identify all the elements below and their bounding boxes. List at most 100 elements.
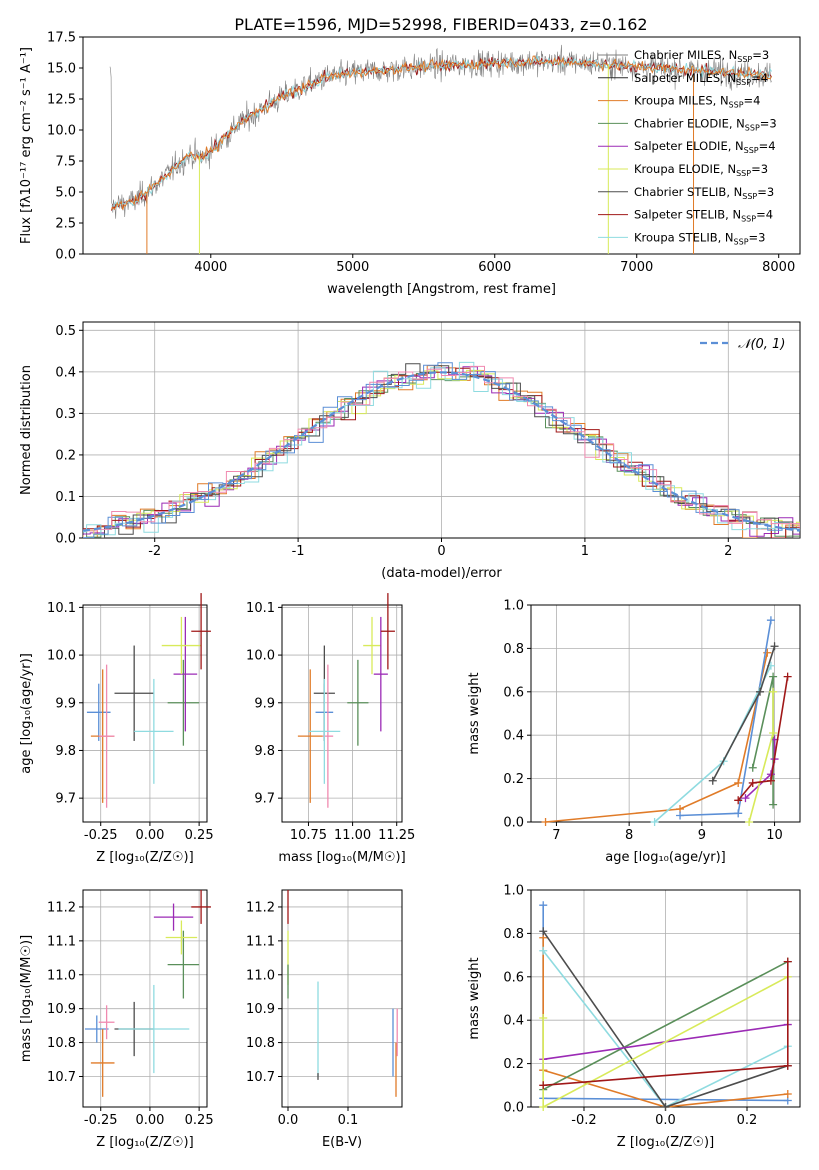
x-axis-label: age [log₁₀(age/yr)] (605, 850, 726, 865)
histogram-step-line (83, 365, 800, 532)
panel-mass_vs_Z: -0.25 0.00 0.25 10.7 10.8 10.9 11.0 11.1 11.2 Z [… (19, 889, 214, 1150)
histogram-step-line (83, 362, 800, 538)
legend-label-text: Chabrier STELIB, N (634, 185, 742, 199)
legend-label-subscript: SSP (734, 237, 749, 246)
errorbar-point (308, 678, 341, 784)
x-tick-label: 0.25 (185, 1113, 214, 1128)
errorbar-point (380, 593, 395, 670)
x-axis-label: (data-model)/error (381, 566, 502, 581)
x-tick-label: 0.00 (135, 828, 164, 843)
weight-marker (708, 776, 717, 785)
figure-title: PLATE=1596, MJD=52998, FIBERID=0433, z=0… (234, 15, 647, 34)
errorbar-point (173, 616, 198, 732)
panel-weight_vs_Z: -0.2 0.0 0.2 0.0 0.2 0.4 0.6 0.8 1.0 Z [log₁₀(Z/Z… (467, 884, 801, 1150)
x-tick-label: -0.25 (84, 828, 118, 843)
y-axis-label: Flux [fλ10⁻¹⁷ erg cm⁻² s⁻¹ A⁻¹] (19, 47, 34, 244)
errorbar-point (118, 984, 190, 1074)
y-tick-label: 15.0 (47, 62, 76, 77)
y-tick-label: 2.5 (55, 217, 76, 232)
x-tick-label: 0.00 (135, 1113, 164, 1128)
y-tick-label: 11.1 (47, 934, 76, 949)
weight-marker (783, 957, 792, 966)
x-tick-label: 10 (766, 828, 783, 843)
panel-spectrum: 4000 5000 6000 7000 8000 0.0 2.5 5.0 7.5 10.0 12.5… (19, 31, 801, 297)
y-tick-label: 11.1 (246, 934, 275, 949)
y-tick-label: 11.2 (246, 900, 275, 915)
x-tick-label: 7000 (620, 260, 653, 275)
weight-marker (541, 818, 550, 826)
axes-frame (82, 889, 208, 1108)
y-tick-label: 5.0 (55, 186, 76, 201)
x-tick-label: -0.25 (84, 1113, 118, 1128)
errorbar-point (98, 664, 115, 808)
weight-line (545, 652, 769, 823)
y-tick-label: 10.0 (246, 649, 275, 664)
panel-weight_vs_age: 7 8 9 10 0.0 0.2 0.4 0.6 0.8 1.0 age [log₁₀(age/yr… (467, 599, 801, 865)
x-axis-label: wavelength [Angstrom, rest frame] (327, 282, 556, 297)
axes-frame (82, 36, 801, 255)
x-tick-label: 0 (437, 544, 445, 559)
x-tick-label: -1 (292, 544, 305, 559)
legend-label: Kroupa ELODIE, NSSP=3 (634, 162, 768, 178)
x-tick-label: -0.2 (571, 1113, 596, 1128)
x-tick-label: 6000 (478, 260, 511, 275)
legend-label-count: =4 (756, 208, 773, 222)
errorbar-point (98, 1005, 115, 1040)
y-tick-label: 0.8 (503, 642, 524, 657)
weight-marker (539, 1081, 548, 1090)
legend-label-count: =4 (759, 139, 776, 153)
weight-line (542, 960, 789, 1091)
x-axis-label: Z [log₁₀(Z/Z☉)] (96, 850, 193, 865)
y-axis-label: mass weight (467, 957, 482, 1039)
x-tick-label: 7 (552, 828, 560, 843)
axes-frame (281, 604, 403, 823)
y-tick-label: 0.0 (503, 1101, 524, 1116)
legend-label: Chabrier MILES, NSSP=3 (634, 48, 769, 64)
legend-label-text: Salpeter ELODIE, N (634, 139, 744, 153)
y-tick-label: 9.7 (254, 792, 275, 807)
x-tick-label: 0.1 (338, 1113, 359, 1128)
x-axis-label: Z [log₁₀(Z/Z☉)] (96, 1135, 193, 1150)
y-tick-label: 0.0 (55, 532, 76, 547)
legend-label: Chabrier ELODIE, NSSP=3 (634, 116, 777, 132)
weight-marker (770, 642, 779, 651)
legend-label-text: Kroupa MILES, N (634, 94, 729, 108)
errorbar-point (84, 1015, 109, 1043)
legend-label-subscript: SSP (736, 169, 751, 178)
x-tick-label: 8 (625, 828, 633, 843)
y-tick-label: 0.4 (503, 1014, 524, 1029)
legend-label-subscript: SSP (744, 146, 759, 155)
y-axis-label: age [log₁₀(age/yr)] (19, 653, 34, 774)
x-tick-label: 5000 (336, 260, 369, 275)
errorbar-point (114, 645, 154, 741)
x-tick-label: 0.2 (737, 1113, 758, 1128)
x-tick-label: 1 (581, 544, 589, 559)
legend-label: Salpeter ELODIE, NSSP=4 (634, 139, 776, 155)
weight-marker (539, 1014, 548, 1023)
y-tick-label: 0.2 (503, 772, 524, 787)
y-tick-label: 7.5 (55, 155, 76, 170)
legend-label: Kroupa STELIB, NSSP=3 (634, 230, 765, 246)
legend-label: 𝒩(0, 1) (738, 337, 785, 352)
weight-marker (734, 778, 743, 787)
x-tick-label: 9 (698, 828, 706, 843)
y-tick-label: 10.8 (246, 1036, 275, 1051)
weight-marker (766, 616, 775, 625)
errorbar-point (347, 659, 369, 746)
x-axis-label: Z [log₁₀(Z/Z☉)] (617, 1135, 714, 1150)
weight-marker (769, 687, 778, 696)
legend-label-subscript: SSP (737, 55, 752, 64)
y-tick-label: 1.0 (503, 884, 524, 899)
errorbar-point (161, 616, 202, 675)
x-tick-label: 2 (724, 544, 732, 559)
y-tick-label: 0.6 (503, 685, 524, 700)
weight-marker (745, 818, 754, 826)
y-tick-label: 10.9 (246, 1002, 275, 1017)
weight-marker (734, 809, 743, 818)
y-tick-label: 1.0 (503, 599, 524, 614)
legend-label-text: Chabrier ELODIE, N (634, 116, 745, 130)
panel-age_vs_Z: -0.25 0.00 0.25 9.7 9.8 9.9 10.0 10.1 Z [log₁₀(Z… (19, 593, 214, 865)
weight-marker (539, 927, 548, 936)
weight-marker (769, 729, 778, 738)
x-axis-label: mass [log₁₀(M/M☉)] (278, 850, 405, 865)
